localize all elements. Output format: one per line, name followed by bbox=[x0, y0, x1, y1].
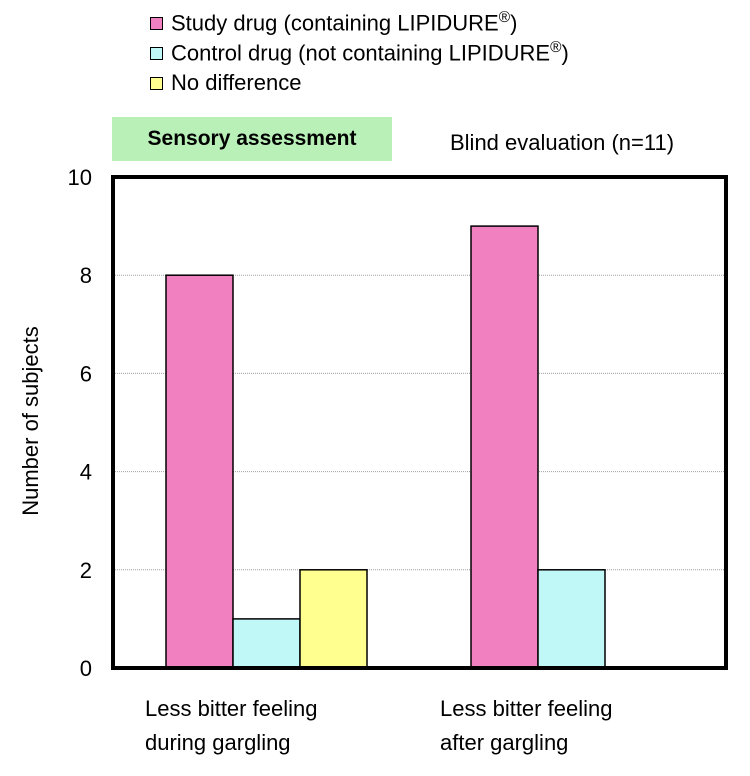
bars bbox=[165, 225, 606, 669]
bar-category1-series2 bbox=[232, 618, 301, 669]
legend-label-no-difference: No difference bbox=[171, 70, 302, 95]
plot-frame bbox=[111, 175, 728, 670]
y-tick-label-2: 2 bbox=[80, 558, 92, 583]
x-category-label-2-line1: Less bitter feeling bbox=[440, 696, 612, 721]
y-tick-label-10: 10 bbox=[68, 165, 92, 190]
y-tick-label-4: 4 bbox=[80, 460, 92, 485]
y-axis-label: Number of subjects bbox=[18, 326, 43, 516]
legend-label-study-drug: Study drug (containing LIPIDURE®) bbox=[171, 9, 518, 36]
y-tick-labels: 0 2 4 6 8 10 bbox=[68, 165, 92, 681]
x-category-label-2-line2: after gargling bbox=[440, 730, 568, 755]
y-tick-label-0: 0 bbox=[80, 656, 92, 681]
bar-category1-series1 bbox=[165, 274, 234, 669]
legend-label-control-drug: Control drug (not containing LIPIDURE®) bbox=[171, 39, 569, 66]
x-category-label-1-line1: Less bitter feeling bbox=[145, 696, 317, 721]
chart-legend: Study drug (containing LIPIDURE®) Contro… bbox=[150, 8, 569, 98]
panel-label: Sensory assessment bbox=[112, 117, 392, 161]
chart-subtitle: Blind evaluation (n=11) bbox=[450, 130, 675, 155]
bar-category1-series3 bbox=[299, 569, 368, 669]
x-category-labels: Less bitter feeling during gargling Less b… bbox=[145, 696, 612, 755]
y-tick-label-8: 8 bbox=[80, 263, 92, 288]
bar-category2-series2 bbox=[537, 569, 606, 669]
legend-swatch-no-difference bbox=[150, 76, 163, 90]
bar-category2-series1 bbox=[470, 225, 539, 669]
y-tick-label-6: 6 bbox=[80, 361, 92, 386]
legend-swatch-control-drug bbox=[150, 46, 163, 60]
x-category-label-1-line2: during gargling bbox=[145, 730, 291, 755]
legend-swatch-study-drug bbox=[150, 16, 163, 30]
legend-item-study-drug: Study drug (containing LIPIDURE®) bbox=[150, 8, 569, 38]
legend-item-control-drug: Control drug (not containing LIPIDURE®) bbox=[150, 38, 569, 68]
legend-item-no-difference: No difference bbox=[150, 68, 569, 98]
